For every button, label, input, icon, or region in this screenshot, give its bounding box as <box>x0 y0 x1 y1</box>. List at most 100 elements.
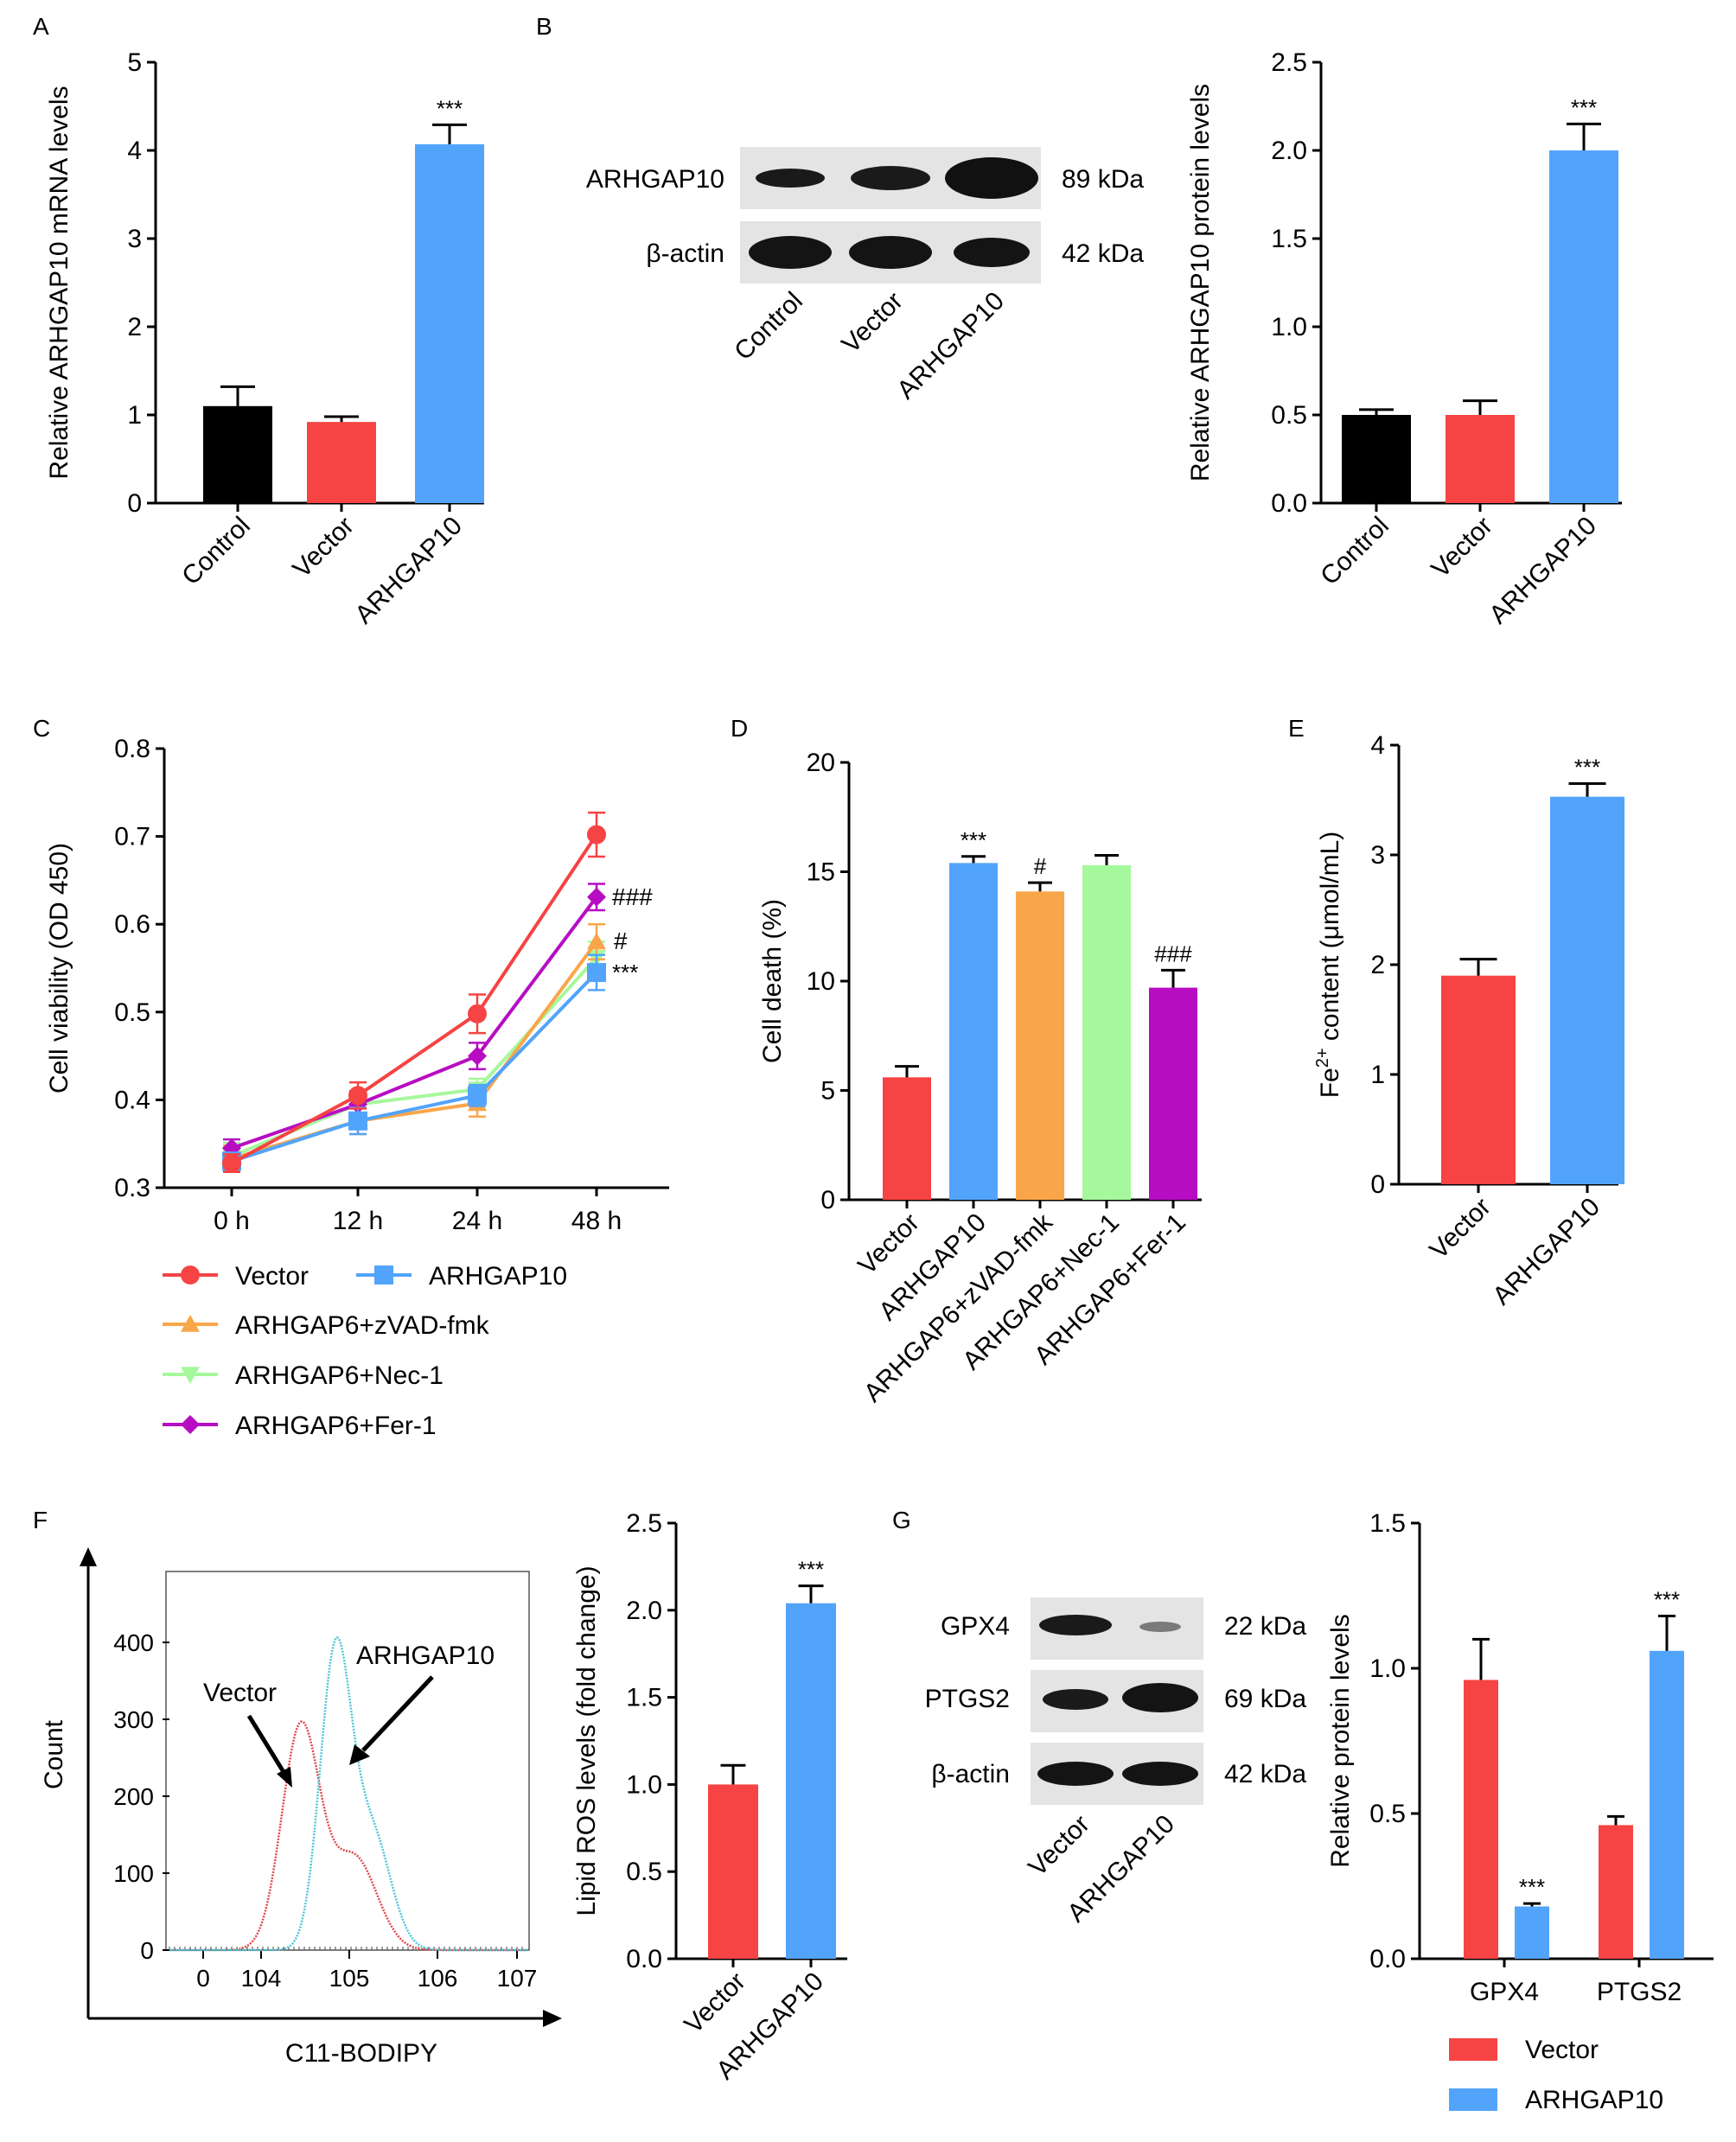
panel-c-significance: ### <box>612 883 653 910</box>
panel-c-y-tick-label: 0.7 <box>114 823 150 851</box>
panel-c-legend-marker <box>181 1315 200 1332</box>
flow-label-vector: Vector <box>203 1679 277 1707</box>
panel-b-y-tick-label: 0.0 <box>1271 489 1307 518</box>
panel-letter-g: G <box>892 1507 911 1533</box>
panel-c-y-tick-label: 0.5 <box>114 998 150 1027</box>
panel-c-legend-marker <box>181 1415 200 1434</box>
blot-g-kda-gpx4: 22 kDa <box>1224 1612 1306 1641</box>
band-g-gpx4-vector <box>1039 1615 1112 1635</box>
panel-c-significance: # <box>614 928 628 954</box>
panel-e-y-tick-label: 3 <box>1370 841 1385 870</box>
panel-c-y-tick-label: 0.8 <box>114 735 150 763</box>
fe-symbol: Fe <box>1316 1068 1344 1098</box>
panel-a-y-tick-label: 1 <box>127 401 142 430</box>
flow-x-tick-label: 106 <box>418 1965 458 1992</box>
band-g-actin-vector <box>1037 1762 1114 1786</box>
flow-x-tick-label: 104 <box>241 1965 282 1992</box>
panel-g-bar <box>1515 1906 1549 1959</box>
blot-b-label-actin: β-actin <box>646 239 724 268</box>
panel-b-bar <box>1446 415 1515 503</box>
flow-x-tick-label: 0 <box>196 1965 210 1992</box>
panel-f-y-tick-label: 0.0 <box>626 1945 662 1973</box>
panel-e-y-axis-label: Fe2+ content (μmol/mL) <box>1313 832 1344 1099</box>
blot-b-lane-vector: Vector <box>836 287 908 359</box>
panel-g-y-axis-label: Relative protein levels <box>1326 1614 1355 1867</box>
panel-g-legend-swatch <box>1449 2088 1497 2111</box>
panel-d-bar <box>1082 864 1131 1200</box>
panel-c-series-line <box>231 940 598 1161</box>
panel-b-y-axis-label: Relative ARHGAP10 protein levels <box>1186 84 1215 481</box>
panel-f-y-tick-label: 2.5 <box>626 1509 662 1538</box>
panel-b-x-tick-label: Vector <box>1426 512 1497 583</box>
panel-c-y-tick-label: 0.6 <box>114 910 150 939</box>
blot-b-lane-control: Control <box>729 287 808 367</box>
blot-b-lane-arhgap10: ARHGAP10 <box>891 287 1010 405</box>
panel-letter-e: E <box>1288 715 1305 742</box>
panel-c-data-point <box>222 1153 241 1173</box>
panel-b-y-tick-label: 2.5 <box>1271 48 1307 77</box>
panel-g-legend-label: ARHGAP10 <box>1525 2086 1663 2114</box>
panel-d-significance: ### <box>1154 940 1192 966</box>
panel-g-x-tick-label: GPX4 <box>1470 1978 1539 2006</box>
panel-c-data-point <box>468 1046 487 1066</box>
panel-d-y-tick-label: 10 <box>807 967 835 996</box>
flow-arrowhead-arhgap10 <box>349 1744 370 1765</box>
western-blot-b: ARHGAP10 β-actin 89 kDa 42 kDa Control V… <box>586 147 1144 405</box>
blot-g-label-ptgs2: PTGS2 <box>925 1685 1010 1713</box>
panel-b-y-tick-label: 1.0 <box>1271 313 1307 341</box>
panel-c-data-point <box>587 825 606 845</box>
flow-y-tick-label: 300 <box>113 1706 154 1733</box>
panel-c-data-point <box>587 887 606 907</box>
panel-e-bar <box>1441 975 1516 1184</box>
blot-b-label-arhgap10: ARHGAP10 <box>586 165 724 194</box>
panel-b-x-tick-label: ARHGAP10 <box>1484 512 1602 630</box>
band-g-actin-arhgap10 <box>1122 1762 1198 1786</box>
flow-arrow-vector <box>246 1714 286 1774</box>
fe-charge: 2+ <box>1313 1048 1332 1068</box>
panel-f-y-tick-label: 1.0 <box>626 1770 662 1799</box>
band-g-ptgs2-arhgap10 <box>1122 1683 1198 1712</box>
panel-g-legend-swatch <box>1449 2038 1497 2061</box>
band-b-actin-vector <box>849 236 932 269</box>
panel-c-x-tick-label: 0 h <box>214 1207 250 1235</box>
panel-b-y-tick-label: 2.0 <box>1271 137 1307 165</box>
band-b-actin-control <box>749 236 832 269</box>
panel-e-x-tick-label: ARHGAP10 <box>1487 1193 1605 1311</box>
panel-a-x-tick-label: Control <box>176 512 256 591</box>
panel-a-y-tick-label: 5 <box>127 48 142 77</box>
flow-x-tick-label: 105 <box>329 1965 370 1992</box>
panel-b-bar <box>1549 150 1618 503</box>
panel-e-significance: *** <box>1574 754 1600 780</box>
flow-y-tick-label: 0 <box>140 1937 154 1964</box>
band-b-actin-overexp <box>954 238 1030 267</box>
panel-c-y-tick-label: 0.3 <box>114 1174 150 1202</box>
panel-c-legend-marker <box>181 1367 200 1384</box>
band-b-arhgap10-overexp <box>945 157 1038 199</box>
panel-a-x-tick-label: Vector <box>287 512 359 583</box>
panel-b-bar <box>1342 415 1411 503</box>
panel-a-chart: 0 1 2 3 4 5 Control Vector *** ARHGAP10 Relative A… <box>45 48 484 629</box>
flow-vector-curve <box>169 1720 527 1952</box>
panel-g-x-tick-label: PTGS2 <box>1597 1978 1682 2006</box>
flow-arrow-arhgap10 <box>361 1675 434 1752</box>
panel-b-y-tick-label: 0.5 <box>1271 401 1307 430</box>
panel-f-significance: *** <box>798 1557 824 1583</box>
panel-g-bar <box>1650 1650 1684 1959</box>
flow-x-arrowhead <box>543 2010 562 2027</box>
panel-c-x-tick-label: 12 h <box>333 1207 383 1235</box>
panel-d-y-tick-label: 0 <box>820 1186 835 1214</box>
blot-g-label-gpx4: GPX4 <box>941 1612 1010 1641</box>
panel-f-y-tick-label: 0.5 <box>626 1858 662 1886</box>
panel-e-y-tick-label: 2 <box>1370 951 1385 979</box>
panel-g-y-tick-label: 1.0 <box>1369 1654 1406 1683</box>
panel-f-y-tick-label: 2.0 <box>626 1597 662 1625</box>
panel-e-bar <box>1550 796 1624 1184</box>
western-blot-g: GPX4 PTGS2 β-actin 22 kDa 69 kDa 42 kDa … <box>925 1597 1306 1928</box>
panel-c-series-line <box>231 833 598 1165</box>
panel-c-data-point <box>468 1004 487 1023</box>
panel-c-data-point <box>587 932 606 950</box>
panel-d-y-axis-label: Cell death (%) <box>758 899 787 1063</box>
panel-c-y-axis-label: Cell viability (OD 450) <box>45 843 73 1093</box>
flow-plot-frame <box>165 1571 530 1951</box>
